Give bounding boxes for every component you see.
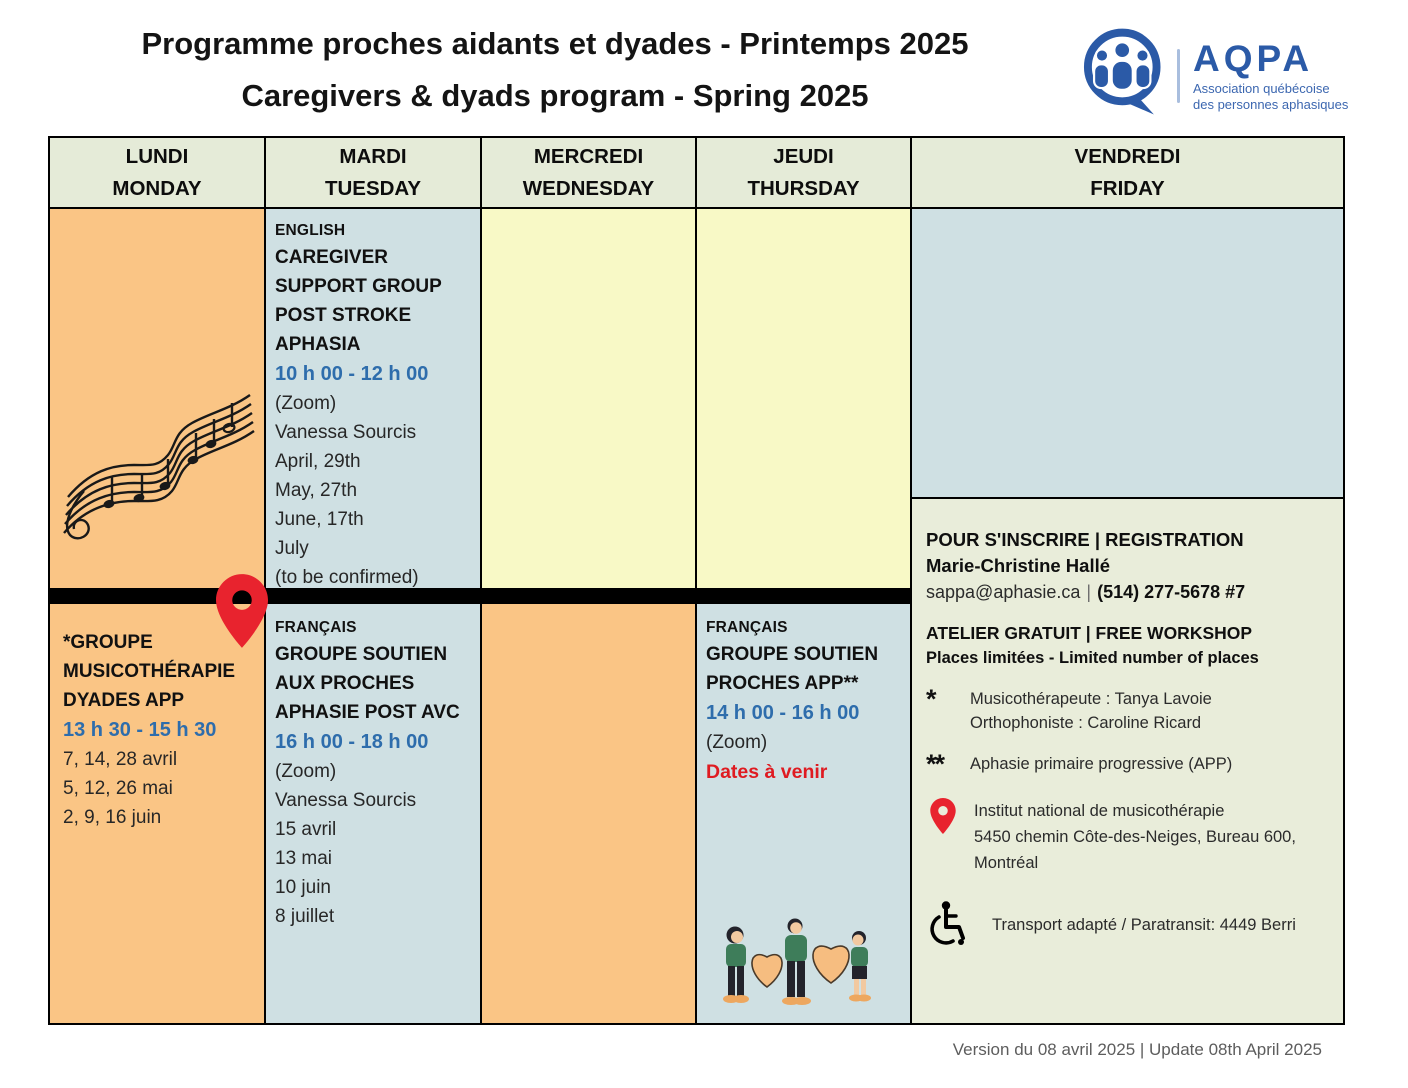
transport-block: Transport adapté / Paratransit: 4449 Ber…: [926, 900, 1331, 951]
speech-bubble-people-icon: [1080, 26, 1168, 127]
title-french: Programme proches aidants et dyades - Pr…: [141, 26, 969, 61]
schedule-table: LUNDI MONDAY MARDI TUESDAY MERCREDI WEDN…: [48, 136, 1345, 1025]
footnote-musictherapy: * Musicothérapeute : Tanya Lavoie Orthop…: [926, 684, 1331, 735]
logo-text: AQPA Association québécoise des personne…: [1193, 37, 1349, 113]
header-friday: VENDREDI FRIDAY: [912, 138, 1343, 207]
event-title: GROUPE SOUTIEN PROCHES APP**: [706, 644, 879, 694]
header-thursday: JEUDI THURSDAY: [697, 138, 910, 207]
info-panel: POUR S'INSCRIRE | REGISTRATION Marie-Chr…: [912, 499, 1343, 1023]
logo-acronym: AQPA: [1193, 37, 1314, 79]
aqpa-logo: AQPA Association québécoise des personne…: [1080, 28, 1348, 124]
event-date: April, 29th: [275, 451, 361, 472]
event-time: 13 h 30 - 15 h 30: [63, 719, 217, 741]
cell-thursday-morning: [697, 209, 910, 588]
location-pin-icon: [926, 798, 974, 876]
event-time: 14 h 00 - 16 h 00: [706, 702, 860, 724]
logo-divider: [1177, 49, 1180, 103]
cell-thursday-afternoon: FRANÇAIS GROUPE SOUTIEN PROCHES APP** 14…: [697, 604, 910, 1023]
event-date: May, 27th: [275, 480, 358, 501]
contact-email: sappa@aphasie.ca: [926, 582, 1081, 602]
contact-phone: (514) 277-5678 #7: [1097, 582, 1246, 602]
location-pin-icon: [216, 574, 268, 653]
header-tuesday: MARDI TUESDAY: [266, 138, 480, 207]
event-time: 16 h 00 - 18 h 00: [275, 731, 429, 753]
event-language: FRANÇAIS: [275, 619, 357, 636]
footnote-app: ** Aphasie primaire progressive (APP): [926, 749, 1331, 779]
event-language: ENGLISH: [275, 222, 346, 239]
header-monday: LUNDI MONDAY: [50, 138, 264, 207]
cell-tuesday-morning: ENGLISH CAREGIVER SUPPORT GROUP POST STR…: [266, 209, 480, 588]
event-title: CAREGIVER SUPPORT GROUP POST STROKE APHA…: [275, 247, 442, 355]
event-facilitator: Vanessa Sourcis: [275, 422, 417, 443]
transport-text: Transport adapté / Paratransit: 4449 Ber…: [992, 916, 1296, 934]
people-hearts-illustration: [707, 913, 879, 1018]
location-text: Institut national de musicothérapie 5450…: [974, 802, 1296, 872]
contact-line: sappa@aphasie.ca | (514) 277-5678 #7: [926, 579, 1331, 606]
event-language: FRANÇAIS: [706, 619, 788, 636]
event-time: 10 h 00 - 12 h 00: [275, 363, 429, 385]
version-note: Version du 08 avril 2025 | Update 08th A…: [952, 1040, 1322, 1059]
footnote-text: Aphasie primaire progressive (APP): [970, 755, 1233, 773]
event-date: 2, 9, 16 juin: [63, 807, 162, 828]
divider-bar: [50, 590, 910, 602]
event-facilitator: Vanessa Sourcis: [275, 790, 417, 811]
double-asterisk-marker: **: [926, 749, 945, 779]
cell-wednesday-morning: [482, 209, 695, 588]
location-block: Institut national de musicothérapie 5450…: [926, 798, 1331, 876]
registration-title: POUR S'INSCRIRE | REGISTRATION: [926, 529, 1244, 550]
contact-name: Marie-Christine Hallé: [926, 555, 1111, 576]
event-date: (to be confirmed): [275, 567, 419, 588]
event-date: 10 juin: [275, 877, 331, 898]
cell-friday-morning: [912, 209, 1343, 497]
event-platform: (Zoom): [706, 732, 768, 753]
event-date: 13 mai: [275, 848, 333, 869]
cell-wednesday-afternoon: [482, 604, 695, 1023]
event-platform: (Zoom): [275, 393, 337, 414]
event-title: GROUPE SOUTIEN AUX PROCHES APHASIE POST …: [275, 644, 460, 723]
event-dates-pending: Dates à venir: [706, 761, 828, 783]
wheelchair-icon: [926, 900, 992, 951]
event-date: June, 17th: [275, 509, 364, 530]
event-date: July: [275, 538, 309, 559]
event-date: 8 juillet: [275, 906, 335, 927]
event-date: 15 avril: [275, 819, 337, 840]
event-date: 5, 12, 26 mai: [63, 778, 173, 799]
event-title: *GROUPE MUSICOTHÉRAPIE DYADES APP: [63, 632, 236, 711]
event-platform: (Zoom): [275, 761, 337, 782]
workshop-note: Places limitées - Limited number of plac…: [926, 649, 1259, 667]
footnote-text: Musicothérapeute : Tanya Lavoie Orthopho…: [970, 690, 1212, 732]
header-wednesday: MERCREDI WEDNESDAY: [482, 138, 695, 207]
cell-monday-morning: [50, 209, 264, 588]
event-date: 7, 14, 28 avril: [63, 749, 178, 770]
cell-tuesday-afternoon: FRANÇAIS GROUPE SOUTIEN AUX PROCHES APHA…: [266, 604, 480, 1023]
music-staff-icon: [54, 377, 259, 577]
title-english: Caregivers & dyads program - Spring 2025: [241, 78, 869, 113]
asterisk-marker: *: [926, 684, 937, 714]
contact-separator: |: [1086, 582, 1092, 602]
logo-subtitle: Association québécoise des personnes aph…: [1193, 80, 1349, 112]
cell-monday-afternoon: *GROUPE MUSICOTHÉRAPIE DYADES APP 13 h 3…: [50, 604, 264, 1023]
page-title: Programme proches aidants et dyades - Pr…: [50, 18, 1060, 122]
workshop-title: ATELIER GRATUIT | FREE WORKSHOP: [926, 623, 1253, 643]
